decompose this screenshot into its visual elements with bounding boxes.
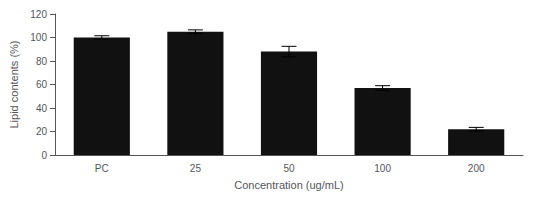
- svg-text:0: 0: [41, 150, 47, 161]
- svg-text:Lipid contents (%): Lipid contents (%): [8, 40, 20, 128]
- svg-text:PC: PC: [95, 163, 109, 174]
- svg-text:Concentration (ug/mL): Concentration (ug/mL): [234, 179, 343, 191]
- svg-text:100: 100: [374, 163, 391, 174]
- svg-text:40: 40: [36, 103, 48, 114]
- svg-text:20: 20: [36, 126, 48, 137]
- svg-text:120: 120: [30, 9, 47, 20]
- svg-text:200: 200: [468, 163, 485, 174]
- svg-text:100: 100: [30, 32, 47, 43]
- svg-text:25: 25: [190, 163, 202, 174]
- svg-text:50: 50: [283, 163, 295, 174]
- svg-text:80: 80: [36, 56, 48, 67]
- svg-text:60: 60: [36, 79, 48, 90]
